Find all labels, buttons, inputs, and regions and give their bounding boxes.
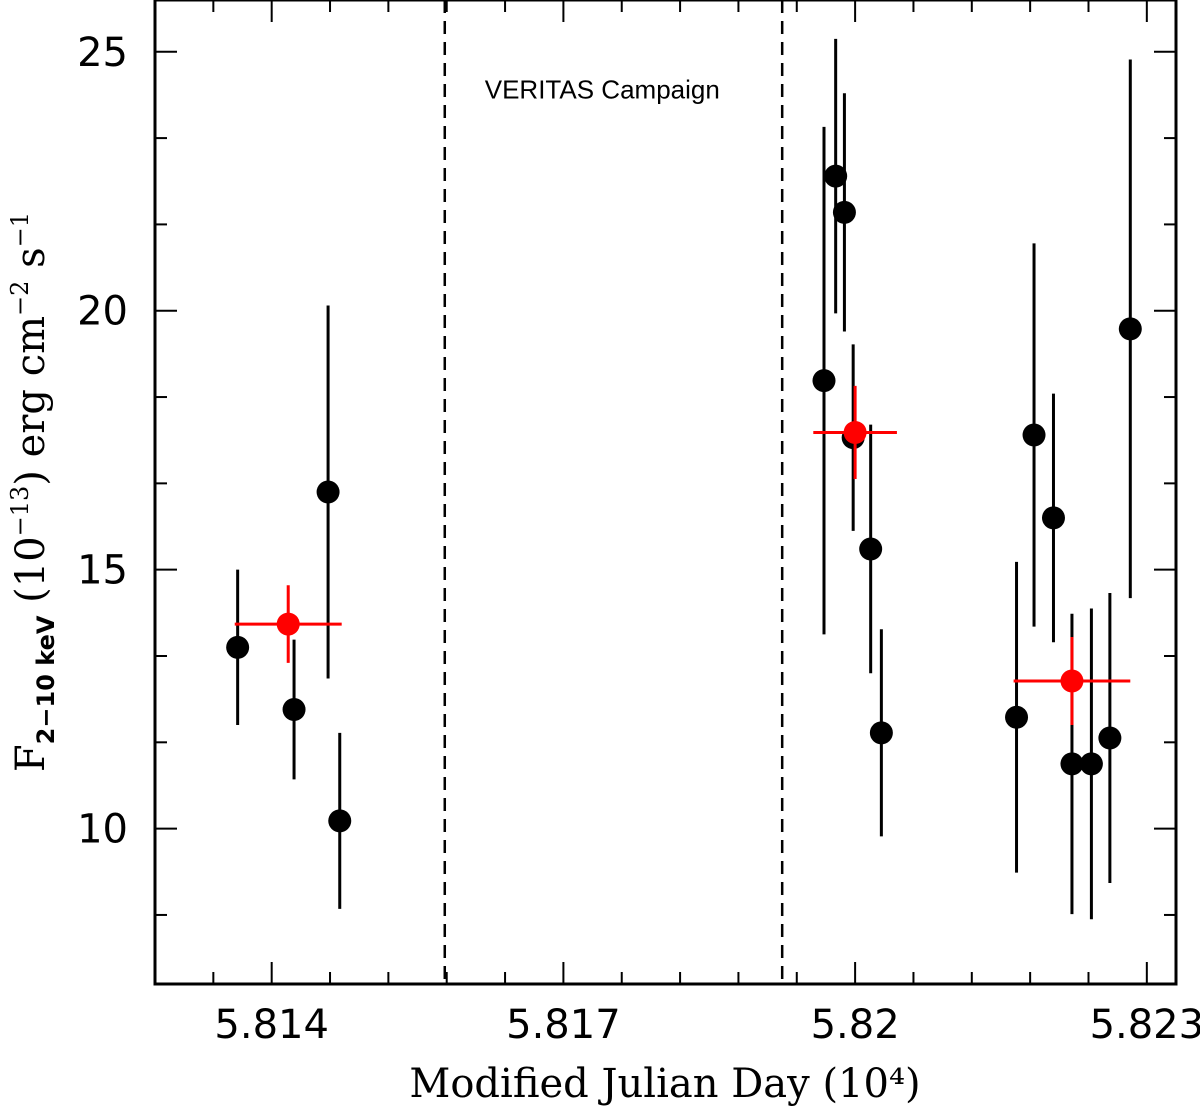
data-point: [316, 480, 340, 504]
data-point: [832, 200, 856, 224]
data-point: [1041, 506, 1065, 530]
y-label-exp1: −13: [6, 486, 34, 537]
y-tick-label: 10: [77, 807, 128, 853]
y-label-mid3: s: [8, 247, 54, 280]
data-point: [869, 721, 893, 745]
data-point: [226, 635, 250, 659]
data-point: [843, 420, 867, 444]
data-point: [1005, 705, 1029, 729]
data-point: [859, 537, 883, 561]
y-label-exp3: −1: [6, 212, 34, 247]
red-series: [234, 385, 1131, 726]
data-point: [328, 809, 352, 833]
y-tick-label: 20: [77, 289, 128, 335]
y-label-subscript: 2−10 keV: [32, 615, 60, 744]
y-label-exp2: −2: [6, 281, 34, 316]
y-label-mid2: ) erg cm: [8, 316, 54, 486]
data-point: [1079, 752, 1103, 776]
tick-labels: 5.814 5.817 5.82 5.823 10 15 20 25: [77, 30, 1200, 1048]
x-tick-label: 5.814: [214, 1002, 329, 1048]
data-point: [1060, 752, 1084, 776]
y-tick-label: 25: [77, 30, 128, 76]
plot-frame: [153, 0, 1178, 986]
campaign-boundaries: [443, 0, 784, 984]
x-tick-label: 5.82: [811, 1002, 900, 1048]
x-tick-label: 5.817: [506, 1002, 621, 1048]
x-axis-label: Modified Julian Day (10⁴): [409, 1061, 920, 1107]
y-label-middle: (10: [8, 536, 54, 615]
data-series: [226, 38, 1142, 920]
data-point: [1118, 317, 1142, 341]
y-label-prefix: F: [8, 744, 54, 772]
data-point: [282, 698, 306, 722]
data-point: [276, 612, 300, 636]
data-point: [1022, 423, 1046, 447]
data-point: [824, 164, 848, 188]
y-tick-label: 15: [77, 548, 128, 594]
data-point: [1060, 669, 1084, 693]
y-axis-label: F2−10 keV (10−13) erg cm−2 s−1: [6, 212, 60, 772]
data-point: [1098, 726, 1122, 750]
data-point: [812, 369, 836, 393]
x-tick-label: 5.823: [1090, 1002, 1200, 1048]
black-series: [226, 38, 1142, 920]
veritas-annotation: VERITAS Campaign: [485, 74, 720, 104]
axis-ticks: [155, 0, 1176, 984]
